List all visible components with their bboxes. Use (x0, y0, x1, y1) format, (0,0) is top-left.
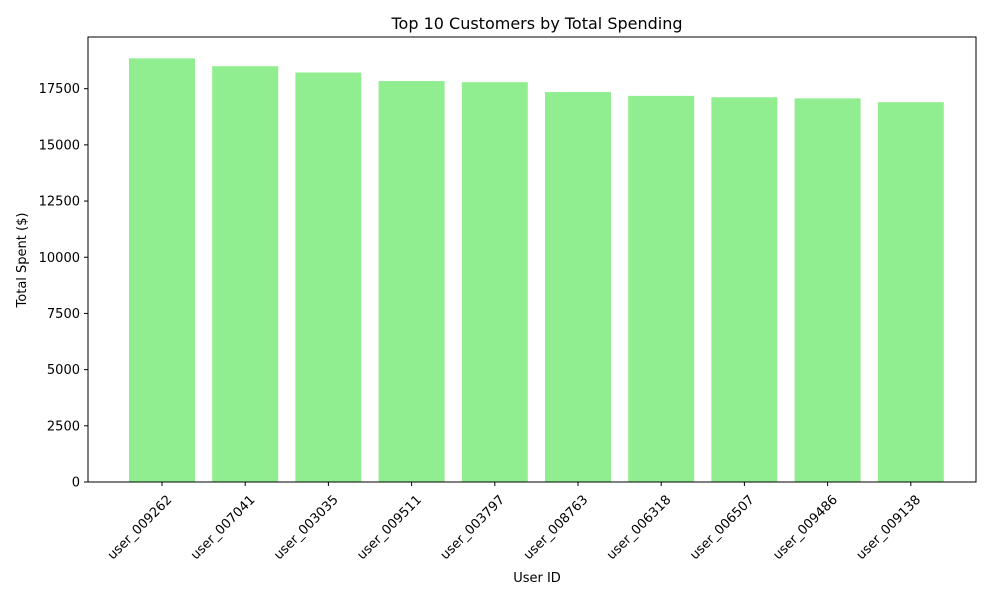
bar-user_006507 (711, 97, 778, 482)
y-tick-label: 15000 (39, 138, 80, 153)
bar-user_006318 (628, 95, 695, 482)
x-tick-label: user_008763 (521, 493, 591, 563)
bar-user_003797 (461, 82, 528, 482)
x-tick-label: user_009138 (854, 493, 924, 563)
bar-user_008763 (545, 92, 611, 482)
y-tick-label: 5000 (47, 363, 80, 378)
bar-user_009262 (129, 58, 195, 482)
x-axis-label: User ID (513, 571, 561, 586)
y-tick-label: 12500 (39, 195, 80, 210)
y-axis-ticks: 0 2500 5000 7500 10000 12500 15000 17500 (39, 82, 88, 491)
plot-frame (87, 36, 977, 483)
y-tick-label: 10000 (39, 251, 80, 266)
y-tick-label: 7500 (47, 307, 80, 322)
x-tick-label: user_007041 (188, 493, 258, 563)
bar-user_007041 (212, 66, 279, 483)
x-tick-label: user_003797 (438, 493, 508, 563)
x-tick-label: user_006507 (687, 493, 757, 563)
y-axis-label: Total Spent ($) (15, 213, 30, 309)
y-tick-label: 0 (72, 476, 80, 491)
x-tick-label: user_009511 (355, 493, 425, 563)
x-tick-label: user_009486 (771, 493, 841, 563)
chart-title: Top 10 Customers by Total Spending (390, 14, 682, 33)
y-tick-label: 2500 (47, 419, 80, 434)
bar-user_009511 (378, 81, 445, 482)
y-tick-label: 17500 (39, 82, 80, 97)
bars-group (129, 58, 944, 483)
x-tick-label: user_006318 (604, 493, 674, 563)
x-tick-label: user_009262 (105, 493, 175, 563)
bar-user_009486 (794, 98, 861, 482)
bar-user_003035 (295, 72, 362, 482)
bar-user_009138 (877, 102, 944, 483)
x-axis-ticks: user_009262 user_007041 user_003035 user_00… (105, 482, 924, 563)
x-tick-label: user_003035 (271, 493, 341, 563)
